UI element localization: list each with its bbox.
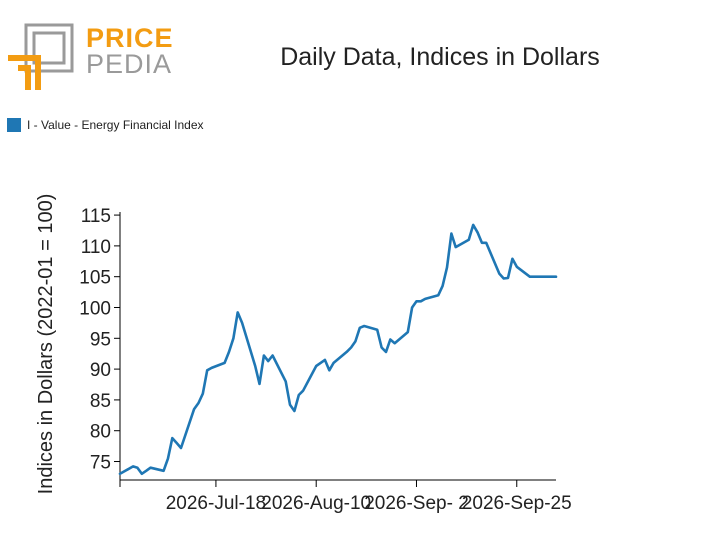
x-tick-label: 2026-Jul-18: [166, 493, 266, 514]
series-line: [118, 223, 558, 476]
y-axis-label: Indices in Dollars (2022-01 = 100): [35, 194, 57, 495]
legend-swatch: [7, 118, 21, 132]
y-tick-label: 90: [90, 360, 111, 381]
y-tick-label: 95: [90, 329, 111, 350]
chart-axes: 75 80 85 90 95 100 105 110 115 2026-Jul-182026-Au…: [35, 194, 572, 514]
chart-title: Daily Data, Indices in Dollars: [280, 43, 600, 71]
y-tick-label: 100: [79, 298, 111, 319]
chart-series: [118, 223, 558, 476]
y-tick-label: 110: [81, 237, 111, 258]
pricepedia-logo: PRICE PEDIA: [8, 22, 173, 94]
logo-word-price: PRICE: [86, 23, 174, 53]
x-tick-label: 2026-Sep-25: [462, 493, 572, 514]
y-tick-label: 115: [81, 206, 111, 227]
y-tick-label: 80: [90, 422, 111, 443]
y-tick-label: 105: [79, 268, 111, 289]
y-tick-label: 85: [90, 391, 111, 412]
legend-label: I - Value - Energy Financial Index: [27, 118, 204, 132]
logo-mark-icon: [8, 23, 74, 90]
x-tick-label: 2026-Aug-10: [261, 493, 371, 514]
x-tick-label: 2026-Sep- 2: [364, 493, 469, 514]
logo-word-pedia: PEDIA: [86, 49, 173, 79]
y-tick-label: 75: [90, 453, 111, 474]
legend[interactable]: I - Value - Energy Financial Index: [7, 118, 204, 132]
